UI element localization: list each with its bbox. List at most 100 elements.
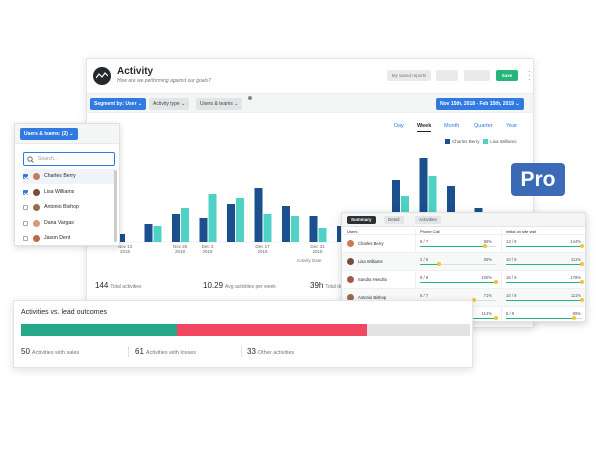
x-tick-label: Dec 17 [255, 244, 270, 249]
phone-call-value: 5 / 7 [420, 293, 429, 298]
user-option[interactable]: Jason Dent [23, 231, 115, 246]
bar-series-b[interactable] [291, 216, 299, 242]
search-placeholder: Search... [38, 156, 59, 162]
goal-marker-icon [483, 244, 488, 248]
user-name: Dana Vargas [44, 219, 74, 226]
phone-call-percent: 100% [481, 275, 492, 280]
toolbar-button-2[interactable]: Save [436, 70, 458, 81]
user-checkbox[interactable] [23, 220, 28, 226]
user-checkbox[interactable] [23, 205, 28, 210]
phone-call-progress [420, 280, 498, 284]
tab-week[interactable]: Week [417, 123, 432, 132]
user-name: Lisa Williams [358, 259, 383, 264]
users-teams-button[interactable]: Users & teams ⌄ [196, 98, 243, 110]
user-name: Antonio Bishop [358, 295, 387, 300]
stat-sales-label: Activities with sales [31, 350, 80, 356]
user-name: Lisa Williams [44, 188, 75, 195]
activity-report-window: Activity How are we performing against o… [86, 58, 534, 328]
summary-tabs: Summary Detail Activities [342, 213, 585, 227]
legend-label-a: Charles Berry [452, 139, 480, 144]
user-name: Sandra Hendrix [358, 277, 388, 282]
segment-losses[interactable] [176, 324, 368, 336]
bar-series-a[interactable] [282, 206, 290, 242]
users-teams-toggle-button[interactable]: Users & teams: (2) ⌄ [20, 128, 78, 140]
stat-sales: 50 Activities with sales [21, 347, 79, 356]
tab-activities[interactable]: Activities [415, 216, 441, 224]
bar-series-b[interactable] [318, 228, 327, 242]
site-visit-percent: 111% [570, 293, 581, 298]
stat-losses-label: Activities with losses [145, 350, 197, 356]
stat-avg-value: 10.29 [203, 281, 224, 290]
lead-outcomes-card: Activities vs. lead outcomes 50 Activitie… [13, 300, 473, 368]
bar-series-a[interactable] [309, 216, 318, 242]
goal-marker-icon [580, 280, 584, 284]
stat-duration-value: 39h [310, 281, 324, 290]
segment-by-button[interactable]: Segment by: User ⌄ [90, 98, 147, 110]
avatar [33, 188, 40, 196]
stat-divider [241, 346, 242, 357]
user-search-input[interactable]: Search... [23, 152, 115, 166]
segment-sales[interactable] [21, 324, 177, 336]
user-option[interactable]: Lisa Williams [23, 185, 115, 200]
tab-quarter[interactable]: Quarter [474, 123, 493, 129]
site-visit-progress [506, 280, 584, 284]
progress-fill [420, 264, 439, 265]
phone-call-value: 2 / 8 [420, 257, 429, 262]
activity-type-button[interactable]: Activity type ⌄ [149, 98, 190, 110]
date-range-button[interactable]: Nov 15th, 2018 - Feb 15th, 2019 ⌄ [436, 98, 524, 110]
user-checkbox[interactable] [23, 174, 28, 179]
user-option[interactable]: Antonio Bishop [23, 200, 115, 215]
save-as-button[interactable]: Save as [464, 70, 490, 81]
stat-total: 144 Total activities [95, 281, 141, 290]
progress-fill [420, 246, 486, 247]
site-visit-percent: 111% [570, 257, 581, 262]
table-row[interactable]: Sandra Hendrix 8 / 8 100% 16 / 9 178% [342, 270, 585, 288]
user-checkbox[interactable] [23, 189, 28, 195]
segment-other[interactable] [367, 324, 470, 336]
tab-month[interactable]: Month [444, 123, 460, 129]
table-row[interactable]: Charles Berry 6 / 7 86% 13 / 9 144% [342, 234, 585, 252]
x-tick-label: 2018 [175, 249, 186, 254]
bar-series-a[interactable] [419, 158, 428, 242]
user-checkbox[interactable] [23, 236, 28, 241]
report-header: Activity How are we performing against o… [87, 59, 533, 93]
search-icon [27, 156, 34, 163]
bar-series-b[interactable] [428, 176, 437, 242]
bar-series-b[interactable] [181, 208, 189, 242]
more-menu-icon[interactable]: · · · [528, 67, 531, 84]
tab-detail[interactable]: Detail [384, 216, 404, 224]
bar-series-a[interactable] [199, 218, 208, 242]
user-name: Charles Berry [44, 173, 76, 179]
bar-series-a[interactable] [227, 204, 235, 242]
save-button[interactable]: Save [496, 70, 518, 81]
chart-legend: Charles Berry Lisa Williams [445, 139, 517, 145]
saved-reports-button[interactable]: My saved reports [387, 70, 431, 81]
tab-year[interactable]: Year [506, 123, 518, 129]
activity-logo-icon [93, 67, 111, 85]
site-visit-progress [506, 262, 584, 266]
dropdown-scrollbar[interactable] [114, 170, 117, 242]
bar-series-a[interactable] [144, 224, 153, 242]
table-row[interactable]: Lisa Williams 2 / 8 25% 10 / 9 111% [342, 252, 585, 270]
progress-fill [506, 282, 582, 283]
bar-series-b[interactable] [236, 198, 244, 242]
bar-series-b[interactable] [263, 214, 272, 242]
user-option[interactable]: Charles Berry [23, 169, 115, 184]
tab-summary[interactable]: Summary [347, 216, 376, 224]
bar-series-a[interactable] [254, 188, 263, 242]
chevron-down-icon: ⌄ [137, 101, 143, 107]
bar-series-b[interactable] [153, 226, 162, 242]
user-option[interactable]: Dana Vargas [23, 216, 115, 231]
site-visit-percent: 89% [572, 311, 581, 316]
progress-fill [506, 300, 582, 301]
date-range-label: Nov 15th, 2018 - Feb 15th, 2019 [440, 101, 514, 107]
bar-series-a[interactable] [172, 214, 180, 242]
bar-series-a[interactable] [392, 180, 400, 242]
column-divider [501, 229, 502, 323]
tab-day[interactable]: Day [394, 123, 404, 129]
phone-call-percent: 86% [483, 239, 492, 244]
bar-series-b[interactable] [208, 194, 217, 242]
bar-series-a[interactable] [117, 234, 125, 242]
chevron-down-icon: ⌄ [69, 131, 74, 137]
